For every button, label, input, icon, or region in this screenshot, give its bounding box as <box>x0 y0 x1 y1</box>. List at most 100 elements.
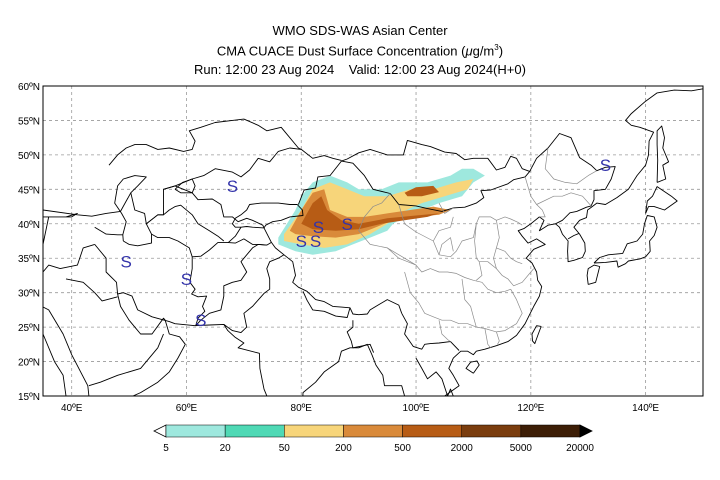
province-border <box>510 289 523 328</box>
colorbar-label: 500 <box>394 443 411 454</box>
colorbar-label: 20000 <box>566 443 594 454</box>
latitude-label: 50ºN <box>18 151 40 162</box>
colorbar-label: 5000 <box>510 443 533 454</box>
latitude-label: 30ºN <box>18 289 40 300</box>
run-valid-line: Run: 12:00 23 Aug 2024 Valid: 12:00 23 A… <box>0 61 720 78</box>
colorbar-label: 2000 <box>451 443 474 454</box>
country-border <box>415 357 454 396</box>
country-border <box>401 313 460 351</box>
province-border <box>544 147 597 185</box>
longitude-label: 60ºE <box>176 403 198 414</box>
country-border <box>108 118 302 166</box>
page-title: WMO SDS-WAS Asian Center <box>272 23 448 38</box>
colorbar-label: 50 <box>279 443 291 454</box>
latitude-label: 15ºN <box>18 392 40 403</box>
country-border <box>94 292 118 302</box>
colorbar-label: 200 <box>335 443 352 454</box>
dust-storm-marker: S <box>313 218 324 237</box>
coastline <box>88 292 268 396</box>
country-border <box>43 243 95 273</box>
map-gridlines <box>43 85 703 397</box>
coastline <box>531 325 542 345</box>
dust-region <box>301 196 439 231</box>
colorbar: 5 20 50 200 500 2000 5000 20000 <box>153 424 594 454</box>
dust-storm-marker: S <box>121 253 132 272</box>
latitude-label: 35ºN <box>18 254 40 265</box>
coastline <box>302 343 406 396</box>
country-border <box>94 226 123 236</box>
coastline <box>43 212 78 245</box>
country-border <box>297 139 531 212</box>
country-border <box>223 254 285 334</box>
colorbar-swatch <box>343 424 403 438</box>
colorbar-swatch <box>461 424 522 438</box>
colorbar-swatch <box>284 424 344 438</box>
coastline <box>174 178 196 194</box>
coastline <box>444 88 703 396</box>
map-frame <box>42 85 704 397</box>
dust-storm-marker: S <box>310 232 321 251</box>
dust-region <box>404 185 439 197</box>
province-border <box>387 247 417 266</box>
province-border <box>496 247 523 265</box>
colorbar-label: 20 <box>220 443 232 454</box>
country-border <box>146 204 225 242</box>
country-border <box>163 147 342 190</box>
country-border <box>192 238 272 258</box>
colorbar-min-arrow <box>153 424 167 438</box>
country-border <box>65 278 96 294</box>
country-border <box>567 232 580 240</box>
colorbar-swatch <box>520 424 581 438</box>
province-border <box>461 278 477 328</box>
coastline <box>465 360 480 374</box>
province-border <box>484 328 491 349</box>
coastline <box>43 278 67 396</box>
country-border <box>346 320 375 353</box>
country-border <box>231 202 304 229</box>
colorbar-label: 5 <box>163 443 169 454</box>
province-border <box>438 202 454 214</box>
dust-storm-marker: S <box>195 311 206 330</box>
coastline <box>593 215 658 268</box>
province-border <box>438 237 454 255</box>
longitude-labels: 40ºE 60ºE 80ºE 100ºE 120ºE 140ºE <box>61 403 659 414</box>
colorbar-swatch <box>402 424 462 438</box>
country-border <box>228 226 242 243</box>
province-border <box>493 220 500 269</box>
dust-storm-marker: S <box>600 156 611 175</box>
country-border <box>151 233 208 326</box>
latitude-label: 20ºN <box>18 358 40 369</box>
coastline <box>645 186 678 214</box>
latitude-label: 25ºN <box>18 323 40 334</box>
country-border <box>195 243 267 327</box>
unit-g: g/m <box>472 43 495 59</box>
coastline <box>586 264 601 285</box>
latitude-label: 55ºN <box>18 116 40 127</box>
longitude-label: 40ºE <box>61 403 83 414</box>
country-border <box>302 291 403 318</box>
product-title: CMA CUACE Dust Surface Concentration (μg… <box>0 39 720 59</box>
product-prefix: CMA CUACE Dust Surface Concentration ( <box>216 43 466 59</box>
unit-mu: μ <box>465 43 473 59</box>
latitude-labels: 60ºN 55ºN 50ºN 45ºN 40ºN 35ºN 30ºN 25ºN 20ºN 15ºN <box>18 82 40 403</box>
province-border <box>496 331 500 345</box>
run-time: Run: 12:00 23 Aug 2024 <box>194 62 335 77</box>
latitude-label: 40ºN <box>18 220 40 231</box>
province-border <box>358 193 391 245</box>
province-border <box>438 320 451 342</box>
valid-time: Valid: 12:00 23 Aug 2024(H+0) <box>348 62 526 77</box>
province-border <box>398 204 523 258</box>
colorbar-swatch <box>165 424 226 438</box>
coastline <box>43 295 90 396</box>
province-border <box>370 244 511 294</box>
province-border <box>536 192 592 207</box>
dust-concentration-layer <box>278 168 485 255</box>
colorbar-swatch <box>224 424 285 438</box>
dust-storm-marker: S <box>296 232 307 251</box>
province-border <box>474 223 483 281</box>
coastline <box>656 125 670 183</box>
country-border <box>88 347 159 387</box>
country-border <box>146 185 272 243</box>
